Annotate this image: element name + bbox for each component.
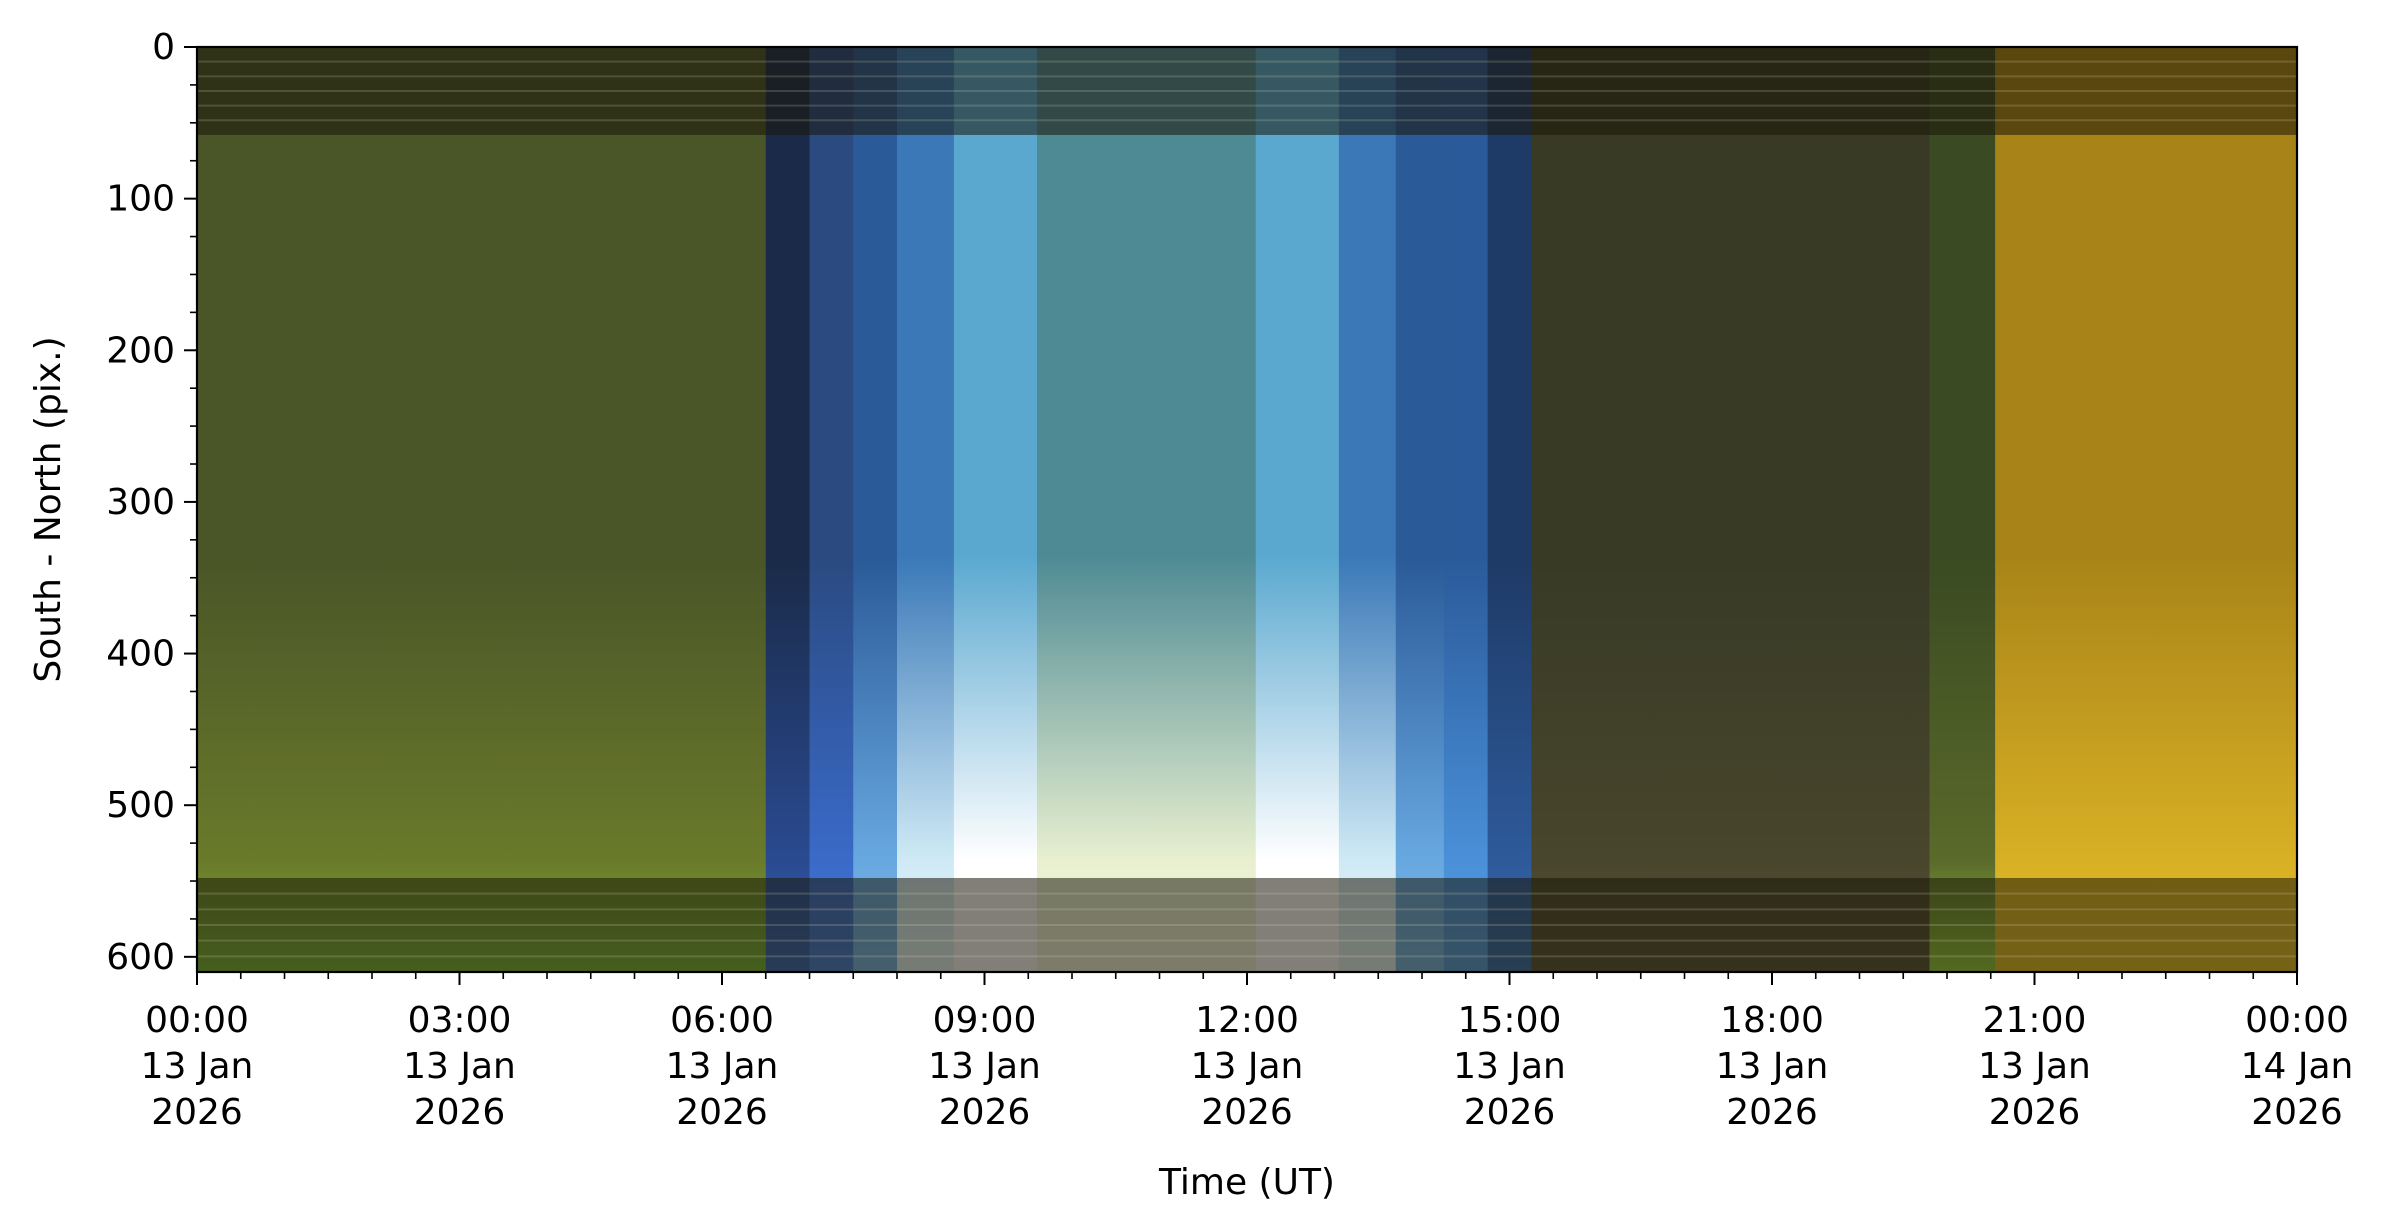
y-tick-label: 300 bbox=[106, 482, 175, 523]
y-tick-label: 200 bbox=[106, 330, 175, 371]
time-band bbox=[1255, 47, 1340, 972]
x-tick-label: 13 Jan bbox=[1716, 1046, 1829, 1087]
x-tick-label: 13 Jan bbox=[1453, 1046, 1566, 1087]
x-axis-label: Time (UT) bbox=[1158, 1162, 1335, 1203]
time-band bbox=[1037, 47, 1257, 972]
x-tick-label: 03:00 bbox=[408, 1000, 512, 1041]
x-tick-label: 14 Jan bbox=[2241, 1046, 2354, 1087]
x-tick-label: 2026 bbox=[676, 1092, 768, 1133]
x-tick-label: 13 Jan bbox=[1978, 1046, 2091, 1087]
time-band bbox=[197, 47, 767, 972]
axes: 0 100 200 300 400 500 600 00:00 13 Jan 2026 03:00 1… bbox=[106, 27, 2353, 1133]
horizon-band bbox=[197, 47, 2297, 135]
y-tick-label: 400 bbox=[106, 634, 175, 675]
x-tick-label: 06:00 bbox=[670, 1000, 774, 1041]
x-tick-label: 12:00 bbox=[1195, 1000, 1299, 1041]
x-tick-label: 2026 bbox=[151, 1092, 243, 1133]
plot-area bbox=[197, 47, 2297, 972]
time-band bbox=[953, 47, 1038, 972]
x-tick-label: 18:00 bbox=[1720, 1000, 1824, 1041]
time-band bbox=[1995, 47, 2297, 972]
time-band bbox=[853, 47, 898, 972]
horizon-band bbox=[197, 877, 2297, 972]
time-band bbox=[1531, 47, 1931, 972]
x-tick-label: 13 Jan bbox=[1191, 1046, 1304, 1087]
y-tick-label: 0 bbox=[152, 27, 175, 68]
time-band bbox=[1395, 47, 1445, 972]
time-band bbox=[1487, 47, 1532, 972]
x-tick-label: 2026 bbox=[414, 1092, 506, 1133]
time-band bbox=[809, 47, 854, 972]
x-tick-label: 13 Jan bbox=[928, 1046, 1041, 1087]
x-tick-label: 00:00 bbox=[145, 1000, 249, 1041]
time-band bbox=[897, 47, 955, 972]
time-band bbox=[1338, 47, 1397, 972]
x-tick-label: 13 Jan bbox=[666, 1046, 779, 1087]
time-band bbox=[765, 47, 811, 972]
x-tick-label: 21:00 bbox=[1983, 1000, 2087, 1041]
x-tick-label: 2026 bbox=[939, 1092, 1031, 1133]
y-tick-label: 600 bbox=[106, 937, 175, 978]
y-tick-label: 500 bbox=[106, 785, 175, 826]
x-tick-label: 2026 bbox=[1989, 1092, 2081, 1133]
y-axis-label: South - North (pix.) bbox=[28, 336, 69, 682]
x-tick-label: 00:00 bbox=[2245, 1000, 2349, 1041]
y-tick-label: 100 bbox=[106, 179, 175, 220]
x-tick-label: 15:00 bbox=[1458, 1000, 1562, 1041]
x-tick-label: 09:00 bbox=[933, 1000, 1037, 1041]
x-tick-label: 2026 bbox=[1464, 1092, 1556, 1133]
x-tick-label: 2026 bbox=[1726, 1092, 1818, 1133]
x-tick-label: 13 Jan bbox=[141, 1046, 254, 1087]
time-band bbox=[1443, 47, 1489, 972]
x-tick-label: 2026 bbox=[2251, 1092, 2343, 1133]
x-tick-label: 2026 bbox=[1201, 1092, 1293, 1133]
x-tick-label: 13 Jan bbox=[403, 1046, 516, 1087]
time-band bbox=[1929, 47, 1996, 972]
